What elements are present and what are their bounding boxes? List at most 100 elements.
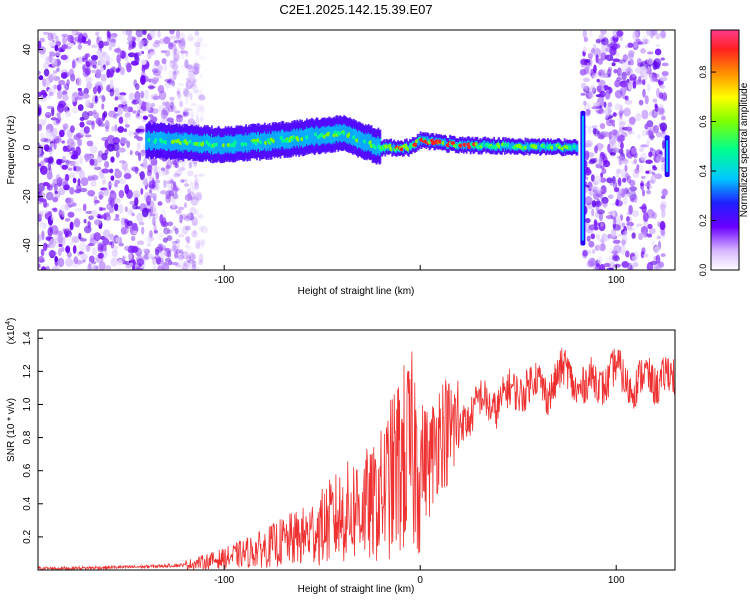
noise-speckle <box>79 241 87 252</box>
noise-speckle <box>113 217 121 222</box>
noise-speckle <box>69 160 77 166</box>
noise-speckle <box>188 265 196 270</box>
signal-band-mid <box>510 142 513 150</box>
noise-speckle <box>599 177 607 183</box>
noise-speckle <box>166 117 174 123</box>
noise-speckle <box>117 107 123 116</box>
noise-speckle <box>167 221 174 227</box>
noise-speckle <box>603 235 611 242</box>
noise-speckle <box>89 158 95 166</box>
signal-band-mid <box>169 134 172 152</box>
noise-speckle <box>625 250 630 258</box>
noise-speckle <box>660 57 665 61</box>
noise-speckle <box>588 90 594 100</box>
noise-speckle <box>166 250 172 258</box>
noise-speckle <box>100 214 107 219</box>
noise-speckle <box>96 36 100 45</box>
noise-speckle <box>50 32 57 40</box>
noise-speckle <box>135 128 142 133</box>
noise-speckle <box>152 207 157 213</box>
noise-speckle <box>101 103 105 110</box>
noise-speckle <box>135 113 140 118</box>
noise-speckle <box>195 89 204 98</box>
noise-speckle <box>594 188 599 196</box>
noise-speckle <box>64 183 71 191</box>
noise-speckle <box>179 100 184 108</box>
signal-band-mid <box>367 132 370 150</box>
signal-band-mid <box>247 135 250 153</box>
noise-speckle <box>175 30 181 39</box>
noise-speckle <box>110 175 115 181</box>
noise-speckle <box>624 99 633 105</box>
noise-speckle <box>586 202 594 210</box>
noise-speckle <box>178 40 186 50</box>
noise-speckle <box>114 96 119 101</box>
noise-speckle <box>172 70 180 75</box>
signal-band-mid <box>308 127 311 145</box>
noise-speckle <box>590 186 599 190</box>
noise-speckle <box>597 58 603 65</box>
noise-speckle <box>40 248 45 257</box>
noise-speckle <box>601 233 608 242</box>
signal-band-mid <box>157 132 159 150</box>
noise-speckle <box>66 251 72 258</box>
noise-speckle <box>56 158 63 166</box>
noise-speckle <box>78 56 83 63</box>
noise-speckle <box>147 253 154 259</box>
noise-speckle <box>193 161 198 167</box>
noise-speckle <box>619 104 624 112</box>
noise-speckle <box>194 41 201 48</box>
noise-speckle <box>188 81 193 87</box>
noise-speckle <box>181 251 189 260</box>
noise-speckle <box>647 58 653 67</box>
noise-speckle <box>140 74 146 85</box>
noise-speckle <box>41 230 45 241</box>
noise-speckle <box>51 265 60 270</box>
noise-speckle <box>55 118 60 124</box>
noise-speckle <box>108 180 112 191</box>
spectrogram-x-tick-label: -100 <box>214 275 234 286</box>
noise-speckle <box>163 227 170 235</box>
noise-speckle <box>56 112 61 118</box>
noise-speckle <box>590 174 595 182</box>
noise-speckle <box>604 107 609 115</box>
noise-speckle <box>188 245 194 252</box>
noise-speckle <box>167 77 174 86</box>
signal-band-mid <box>205 135 207 153</box>
noise-speckle <box>596 78 600 83</box>
noise-speckle <box>179 189 183 193</box>
noise-speckle <box>162 101 166 106</box>
noise-speckle <box>122 30 130 36</box>
noise-speckle <box>640 144 649 148</box>
noise-speckle <box>612 58 620 63</box>
noise-speckle <box>599 101 605 107</box>
noise-speckle <box>113 203 119 212</box>
noise-speckle <box>632 262 639 268</box>
noise-speckle <box>180 50 188 54</box>
noise-speckle <box>646 233 653 238</box>
noise-speckle <box>191 181 196 188</box>
noise-speckle <box>100 146 105 152</box>
signal-band-mid <box>376 137 379 155</box>
noise-speckle <box>176 91 181 95</box>
noise-speckle <box>75 96 84 101</box>
noise-speckle <box>625 67 632 76</box>
noise-speckle <box>136 240 145 246</box>
noise-speckle <box>136 136 144 142</box>
noise-speckle <box>124 112 131 118</box>
noise-speckle <box>622 157 628 162</box>
noise-speckle <box>164 81 172 90</box>
noise-speckle <box>138 98 142 106</box>
noise-speckle <box>171 198 176 209</box>
noise-speckle <box>118 147 126 153</box>
noise-speckle <box>160 109 168 119</box>
noise-speckle <box>38 146 42 156</box>
signal-band-mid <box>262 133 265 151</box>
noise-speckle <box>199 73 203 78</box>
noise-speckle <box>47 215 54 226</box>
noise-speckle <box>143 89 149 100</box>
noise-speckle <box>136 105 141 109</box>
noise-speckle <box>117 62 122 72</box>
noise-speckle <box>606 177 613 184</box>
noise-speckle <box>186 36 195 41</box>
